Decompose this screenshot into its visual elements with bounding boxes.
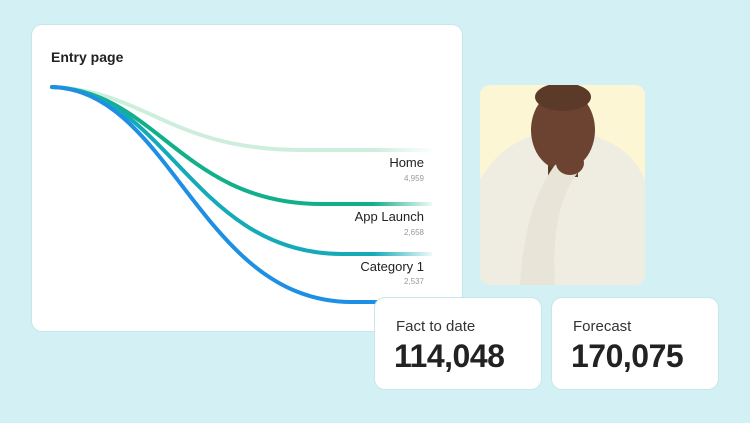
kpi-title: Fact to date (396, 318, 476, 335)
path-value-category-1: 2,537 (403, 277, 424, 286)
kpi-card-forecast: Forecast 170,075 (552, 298, 718, 389)
flow-path-home (50, 85, 432, 152)
flow-path-category-1 (50, 85, 432, 256)
flow-chart (50, 85, 432, 304)
kpi-card-fact-to-date: Fact to date 114,048 (375, 298, 541, 389)
flow-path-unlabeled (50, 85, 432, 304)
entry-page-card: Entry page Home 4,959 App Launch 2,658 C… (32, 25, 462, 331)
path-value-app-launch: 2,658 (403, 228, 424, 237)
kpi-title: Forecast (573, 318, 632, 335)
path-label-home: Home (389, 155, 424, 170)
person-illustration (480, 85, 645, 285)
kpi-value: 170,075 (571, 338, 684, 374)
path-value-home: 4,959 (403, 174, 424, 183)
person-photo (480, 85, 645, 285)
kpi-value: 114,048 (394, 338, 505, 374)
path-label-app-launch: App Launch (354, 209, 424, 224)
card-title: Entry page (51, 49, 124, 65)
path-label-category-1: Category 1 (360, 259, 424, 274)
